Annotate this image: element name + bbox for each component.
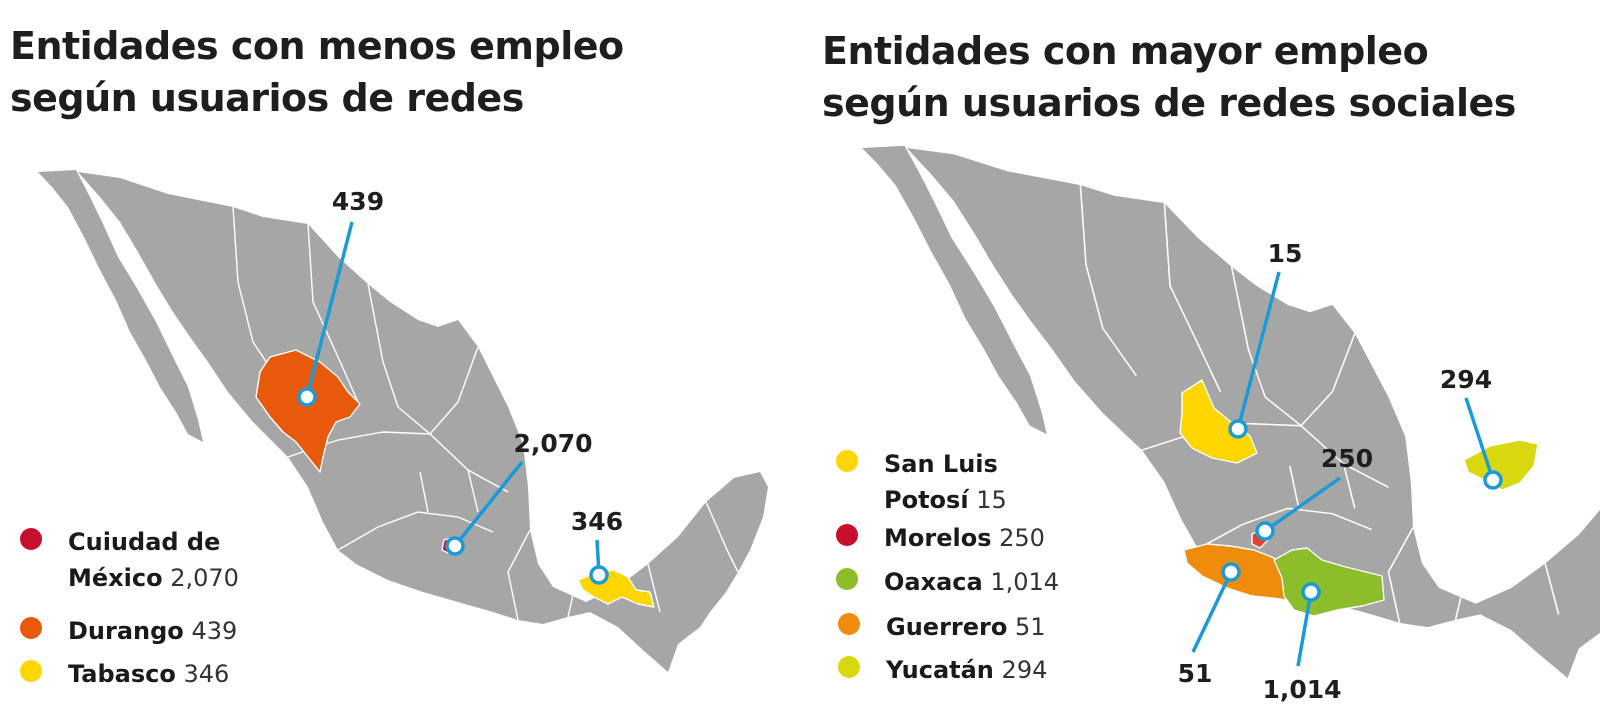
legend-value-morelos: 250 [999,524,1045,552]
legend-value-yucatan: 294 [1001,656,1048,684]
callout-line-morelos [1263,476,1342,533]
callout-line-oaxaca [1296,591,1313,667]
left-map-base [37,169,769,673]
legend-swatch-yucatan [838,656,860,678]
callout-label-oaxaca: 1,014 [1262,675,1341,704]
legend-name-cdmx-line1: Cuiudad de [68,528,221,556]
callout-line-slp [1236,271,1281,430]
callout-label-tabasco: 346 [571,507,623,536]
legend-swatch-cdmx [20,528,42,550]
callout-label-guerrero: 51 [1178,659,1213,688]
legend-swatch-slp [836,450,858,472]
callout-dot-slp [1228,419,1248,439]
left-state-durango [255,349,361,473]
legend-item-guerrero: Guerrero 51 [838,609,1046,645]
right-state-slp [1179,379,1258,464]
legend-swatch-tabasco [20,660,42,682]
legend-name-cdmx-line2: México [68,564,163,592]
legend-value-tabasco: 346 [183,660,230,688]
legend-item-oaxaca: Oaxaca 1,014 [836,564,1059,600]
legend-item-tabasco: Tabasco 346 [20,656,229,692]
callout-line-yucatan [1464,397,1495,481]
left-title-line2: según usuarios de redes [10,76,524,120]
callout-dot-morelos [1255,521,1275,541]
legend-swatch-guerrero [838,613,860,635]
legend-value-cdmx: 2,070 [170,564,239,592]
legend-value-guerrero: 51 [1014,613,1046,641]
callout-label-morelos: 250 [1321,444,1373,473]
legend-item-cdmx: Cuiudad de México 2,070 [20,524,239,596]
legend-item-yucatan: Yucatán 294 [838,652,1047,688]
legend-name-durango: Durango [68,617,184,645]
callout-line-guerrero [1191,571,1233,653]
legend-name-oaxaca: Oaxaca [884,568,983,596]
callout-dot-oaxaca [1301,582,1321,602]
legend-value-durango: 439 [191,617,238,645]
right-callouts [1191,271,1503,667]
callout-dot-guerrero [1221,562,1241,582]
callout-line-cdmx [453,460,524,548]
callout-dot-cdmx [445,536,465,556]
legend-swatch-oaxaca [836,568,858,590]
legend-swatch-morelos [836,524,858,546]
callout-dot-tabasco [589,565,609,585]
legend-swatch-durango [20,617,42,639]
right-state-oaxaca [1273,547,1385,617]
left-map [37,169,769,673]
legend-name-morelos: Morelos [884,524,992,552]
callout-label-yucatan: 294 [1440,365,1492,394]
callout-line-durango [305,221,354,398]
callout-label-durango: 439 [332,187,384,216]
legend-item-slp: San Luis Potosí 15 [836,446,1007,518]
legend-item-morelos: Morelos 250 [836,520,1045,556]
left-title-line1: Entidades con menos empleo [10,24,624,68]
legend-name-guerrero: Guerrero [886,613,1008,641]
left-callouts [297,221,609,585]
legend-value-oaxaca: 1,014 [990,568,1060,596]
right-title-line2: según usuarios de redes sociales [822,81,1516,125]
legend-name-yucatan: Yucatán [886,656,994,684]
callout-dot-durango [297,387,317,407]
legend-value-slp: 15 [976,486,1007,514]
right-map [861,145,1600,679]
right-title-line1: Entidades con mayor empleo [822,29,1429,73]
left-panel-title: Entidades con menos empleo según usuario… [10,20,770,124]
legend-name-tabasco: Tabasco [68,660,176,688]
legend-name-slp-line1: San Luis [884,450,998,478]
callout-dot-yucatan [1483,470,1503,490]
callout-label-slp: 15 [1268,239,1303,268]
legend-name-slp-line2: Potosí [884,486,969,514]
callout-label-cdmx: 2,070 [513,429,592,458]
legend-item-durango: Durango 439 [20,613,237,649]
right-panel-title: Entidades con mayor empleo según usuario… [822,25,1592,129]
